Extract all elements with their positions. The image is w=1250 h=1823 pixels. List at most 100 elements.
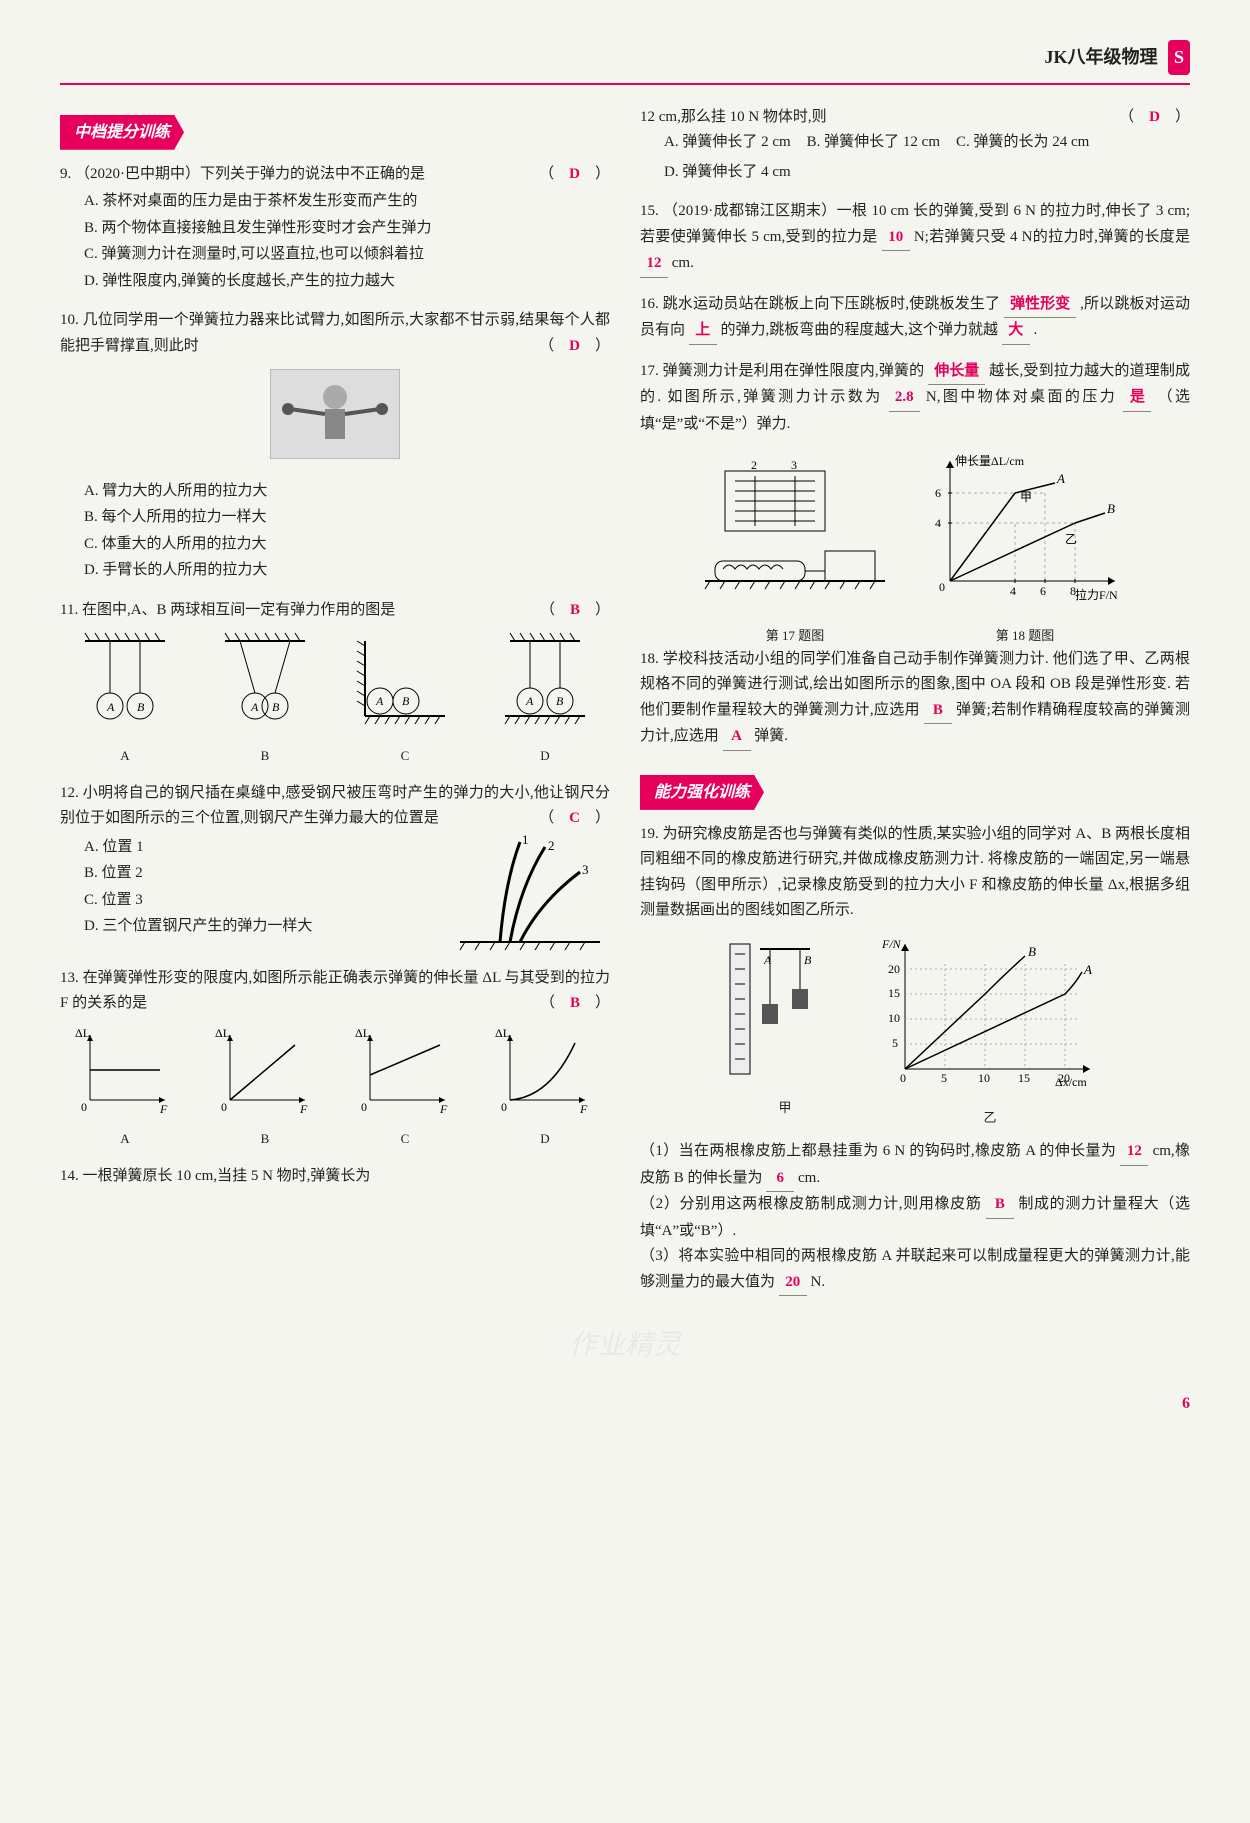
q18-xlabel: 拉力F/N [1075,587,1118,602]
q12-answer: C [569,810,580,826]
q11-figB-svg: A B [215,631,315,731]
q11-figC-svg: A B [355,631,455,731]
q19-x0: 0 [900,1071,906,1085]
q18-x6: 6 [1040,584,1046,598]
q19-s1d: cm. [798,1170,820,1186]
svg-text:0: 0 [501,1100,507,1114]
q17-c: N,图中物体对桌面的压力 [926,389,1117,405]
svg-text:0: 0 [81,1100,87,1114]
q10-paren: （ D ） [539,334,610,360]
q12-figlbl-2: 2 [548,838,555,853]
q12-figlbl-1: 1 [522,832,529,847]
q13-labelA: A [75,1128,175,1150]
q19-figures: A B 甲 F/N Δx/cm [640,934,1190,1130]
q9-optC: C. 弹簧测力计在测量时,可以竖直拉,也可以倾斜着拉 [84,242,610,268]
content-columns: 中档提分训练 9. （2020·巴中期中）下列关于弹力的说法中不正确的是 （ D… [60,105,1190,1311]
q11-paren: （ B ） [540,598,610,624]
q11-labelD: D [495,745,595,767]
q18-ylabel: 伸长量ΔL/cm [955,454,1025,468]
svg-text:A: A [375,694,384,708]
q12-figlbl-3: 3 [582,862,589,877]
question-19: 19. 为研究橡皮筋是否也与弹簧有类似的性质,某实验小组的同学对 A、B 两根长… [640,822,1190,1297]
q19-s3a: （3）将本实验中相同的两根橡皮筋 A 并联起来可以制成量程更大的弹簧测力计,能够… [640,1248,1190,1290]
q13-stem: 在弹簧弹性形变的限度内,如图所示能正确表示弹簧的伸长量 ΔL 与其受到的拉力 F… [60,970,610,1012]
q12-optA: A. 位置 1 [84,835,450,861]
q12-optC: C. 位置 3 [84,888,450,914]
q19-y10: 10 [888,1011,900,1025]
q12-paren: （ C ） [539,806,610,832]
watermark-text: 作业精灵 [60,1322,1190,1370]
q13B-ylabel: ΔL [215,1026,230,1040]
q19-s1a: （1）当在两根橡皮筋上都悬挂重为 6 N 的钩码时,橡皮筋 A 的伸长量为 [640,1143,1116,1159]
q11-stem: 在图中,A、B 两球相互间一定有弹力作用的图是 [82,602,395,618]
q18-yi: 乙 [1065,532,1077,546]
q14-answer: D [1149,109,1160,125]
q13-figC: ΔL F 0 C [355,1025,455,1151]
q13-num: 13. [60,970,79,986]
header-logo: S [1168,40,1190,75]
q10-num: 10. [60,312,79,328]
page-number: 6 [60,1390,1190,1417]
question-9: 9. （2020·巴中期中）下列关于弹力的说法中不正确的是 （ D ） A. 茶… [60,162,610,295]
q10-optB: B. 每个人所用的拉力一样大 [84,505,610,531]
q18-lblA: A [1056,471,1065,486]
svg-text:B: B [272,700,280,714]
q10-optC: C. 体重大的人所用的拉力大 [84,532,610,558]
q19-sub2: （2）分别用这两根橡皮筋制成测力计,则用橡皮筋 B 制成的测力计量程大（选填“A… [640,1192,1190,1244]
q15-unit2: cm. [672,255,694,271]
q11-figD: A B D [495,631,595,767]
q17-blank1: 伸长量 [928,359,985,386]
q10-optA: A. 臂力大的人所用的拉力大 [84,479,610,505]
q19-chart-svg: F/N Δx/cm 0 5 10 15 20 5 10 15 [870,934,1110,1094]
q14-num: 14. [60,1168,79,1184]
q14-stem-after: 12 cm,那么挂 10 N 物体时,则 [640,109,827,125]
q19-ylabel: F/N [881,937,902,951]
q10-answer: D [569,338,580,354]
q15-blank1: 10 [882,225,910,252]
q9-answer: D [569,166,580,182]
section-mid-badge: 中档提分训练 [60,115,184,150]
q11-labelC: C [355,745,455,767]
q13B-xlabel: F [299,1102,308,1115]
q14-optA: A. 弹簧伸长了 2 cm [664,130,791,156]
q16-blank1: 弹性形变 [1004,292,1076,319]
question-14-start: 14. 一根弹簧原长 10 cm,当挂 5 N 物时,弹簧长为 [60,1164,610,1190]
q19-s3c: N. [811,1274,826,1290]
q17-18-figures: 2 3 第 17 题图 伸长量ΔL/cm 拉力F/N 0 4 6 8 [640,451,1190,647]
q13D-xlabel: F [579,1102,588,1115]
q18-chart-svg: 伸长量ΔL/cm 拉力F/N 0 4 6 8 4 6 A 甲 B [915,451,1135,611]
q9-stem: （2020·巴中期中）下列关于弹力的说法中不正确的是 [75,166,425,182]
q17-a: 弹簧测力计是利用在弹性限度内,弹簧的 [663,363,925,379]
q19-chart-B: B [1028,944,1036,959]
question-11: 11. 在图中,A、B 两球相互间一定有弹力作用的图是 （ B ） A B A [60,598,610,767]
q18-blank2: A [723,724,751,751]
q19-fig-jia: A B 甲 [720,934,850,1130]
q19-s2b: B [986,1192,1014,1219]
q19-x20: 20 [1058,1071,1070,1085]
svg-text:B: B [556,694,564,708]
svg-text:A: A [525,694,534,708]
q14-optD: D. 弹簧伸长了 4 cm [664,160,791,186]
q9-optD: D. 弹性限度内,弹簧的长度越长,产生的拉力越大 [84,269,610,295]
q11-figA-svg: A B [75,631,175,731]
q12-optB: B. 位置 2 [84,861,450,887]
q16-c: 的弹力,跳板弯曲的程度越大,这个弹力就越 [721,322,999,338]
q17-figure-svg: 2 3 [695,451,895,611]
q15-blank2: 12 [640,251,668,278]
q19-x10: 10 [978,1071,990,1085]
q13-paren: （ B ） [540,991,610,1017]
q18-y4: 4 [935,516,941,530]
q16-blank3: 大 [1002,318,1030,345]
question-12: 12. 小明将自己的钢尺插在桌缝中,感受钢尺被压弯时产生的弹力的大小,他让钢尺分… [60,781,610,952]
q11-figA: A B A [75,631,175,767]
q17-scale-3: 3 [791,458,797,472]
q19-chart-A: A [1083,962,1092,977]
q18-num: 18. [640,651,659,667]
q19-stem: 为研究橡皮筋是否也与弹簧有类似的性质,某实验小组的同学对 A、B 两根长度相同粗… [640,826,1190,919]
q19-y5: 5 [892,1036,898,1050]
q13-figA-svg: ΔL F 0 [75,1025,175,1115]
q19-s3b: 20 [779,1270,807,1297]
q18-blank1: B [924,698,952,725]
q18-x8: 8 [1070,584,1076,598]
q13-figA: ΔL F 0 A [75,1025,175,1151]
